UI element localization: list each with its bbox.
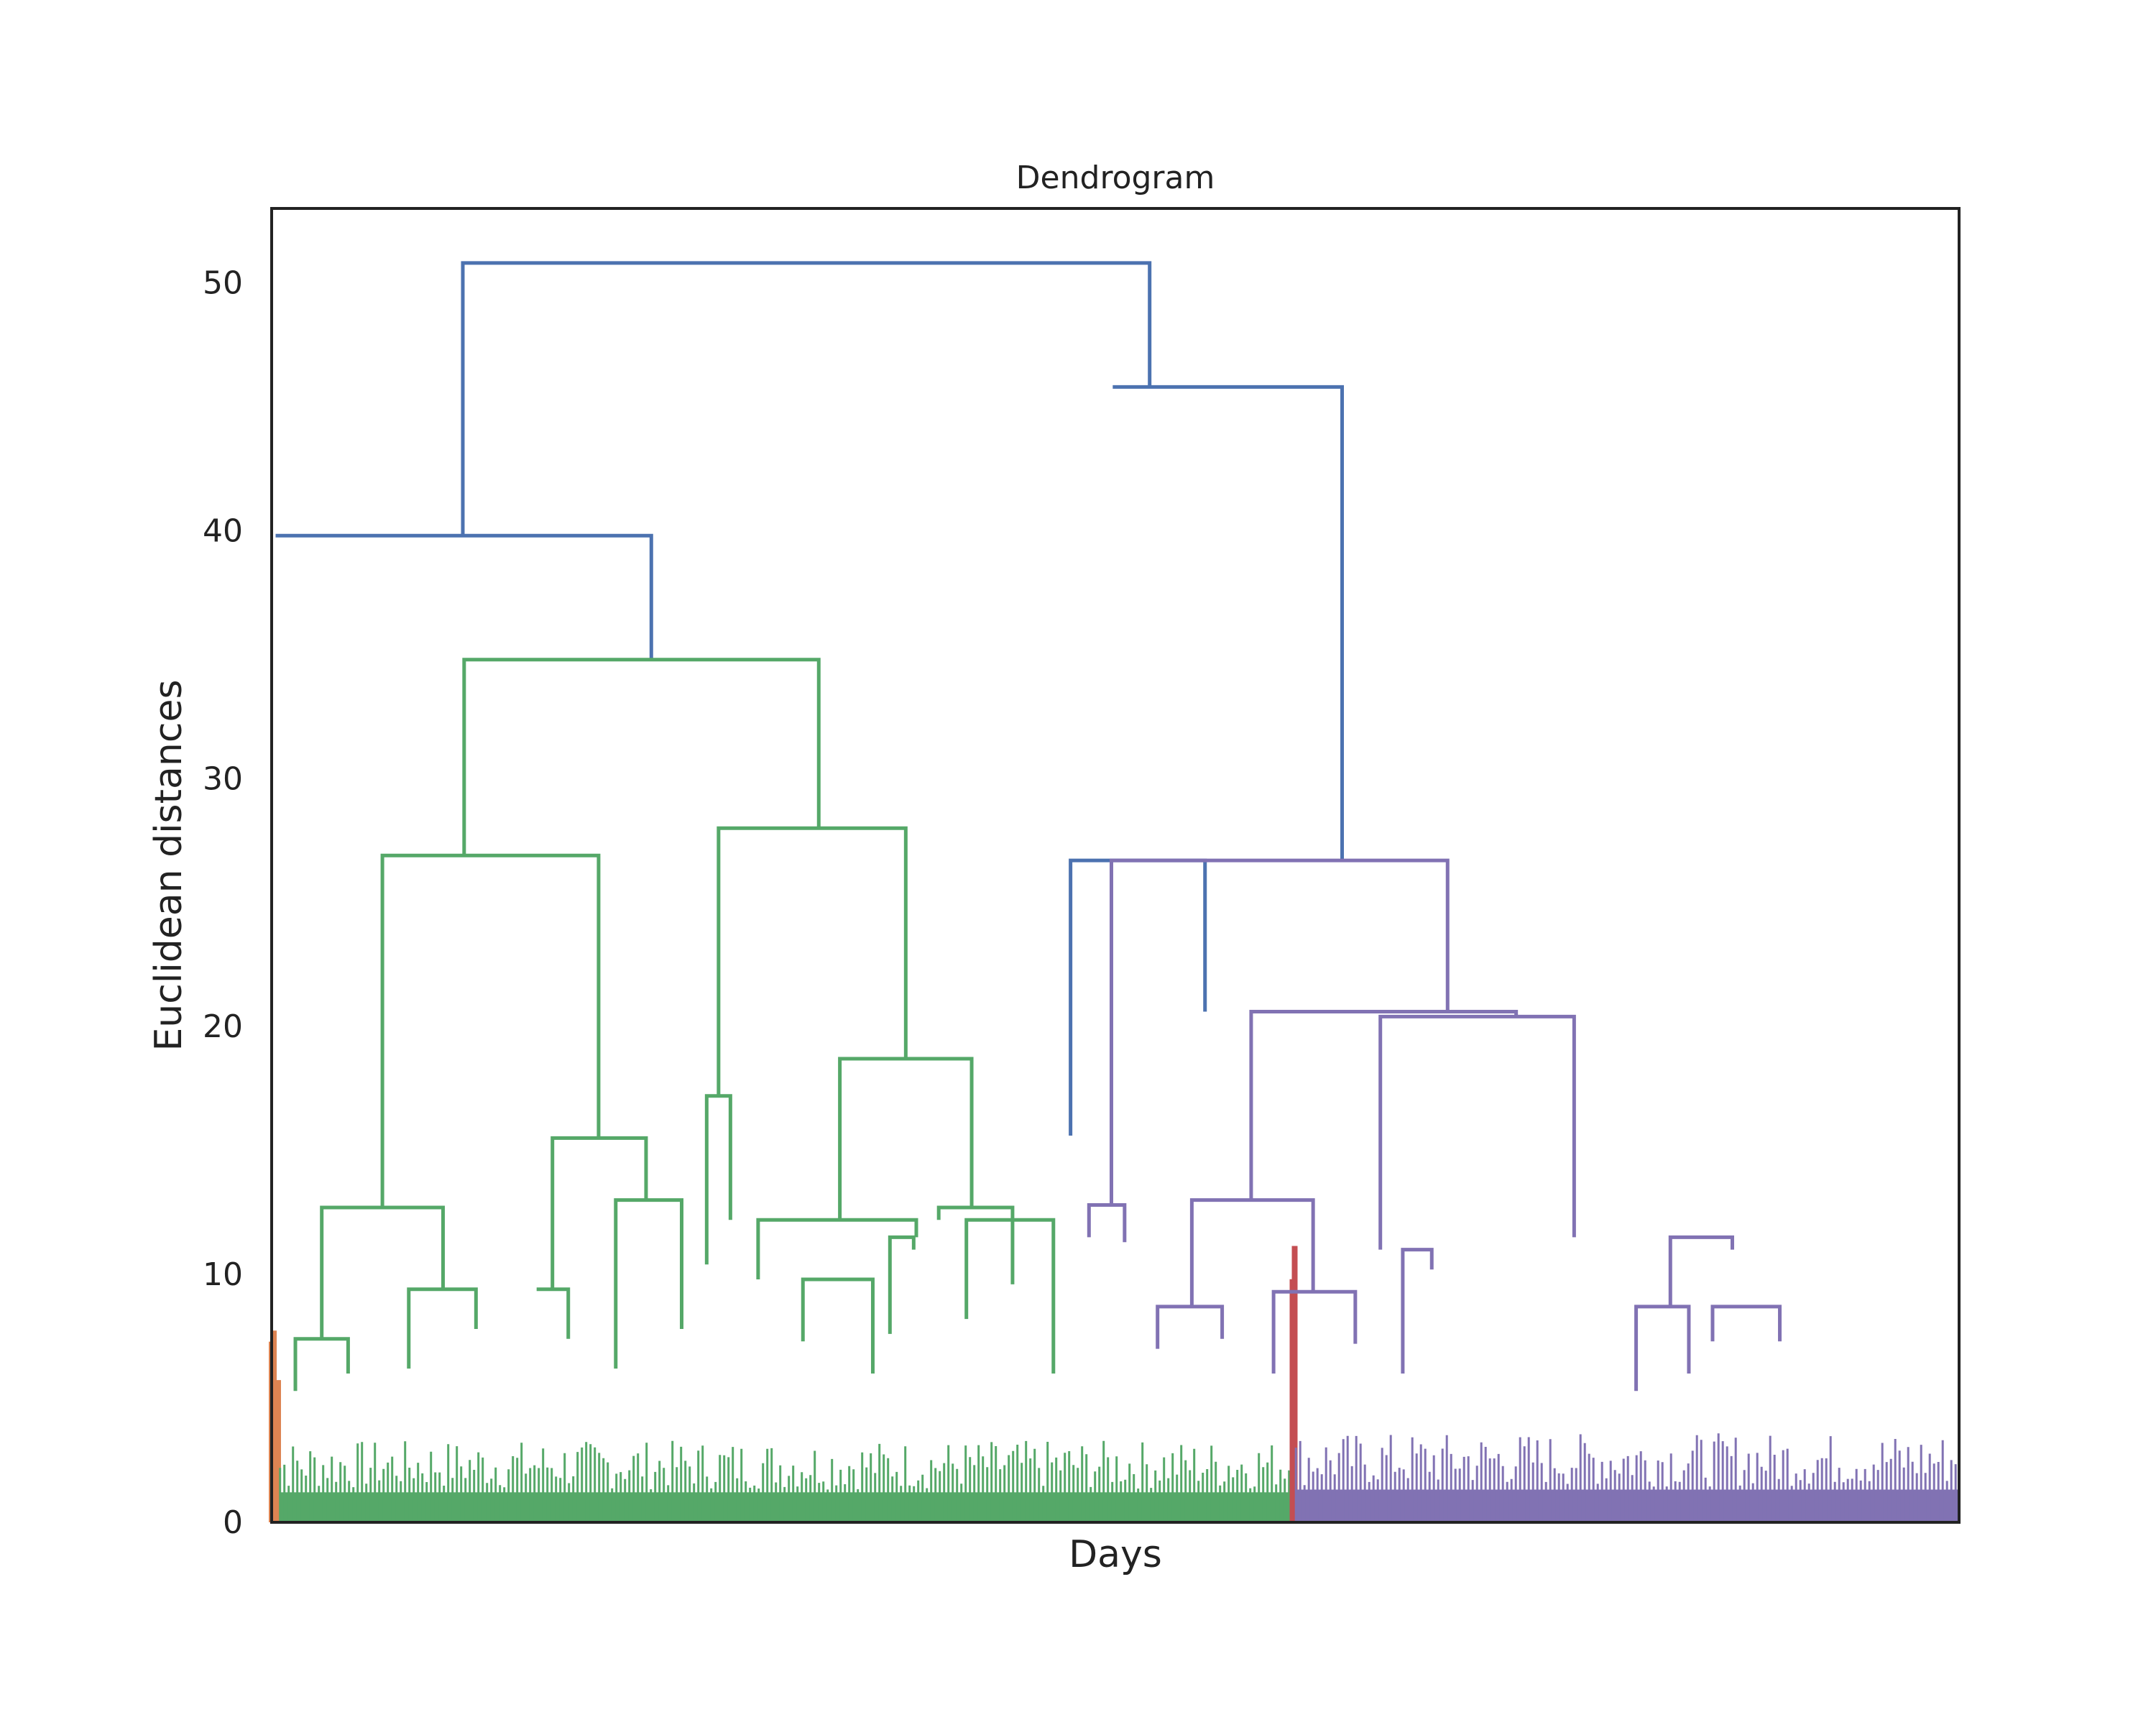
leaf-band [279,1440,1293,1522]
dendrogram-link [888,1235,916,1334]
dendrogram-link [614,1198,683,1369]
y-tick-label: 0 [223,1504,243,1541]
dendrogram-link [1401,1248,1434,1374]
dendrogram-link [293,1337,350,1392]
dendrogram-link [275,533,653,660]
leaf-band-stems [279,1440,1291,1522]
dendrogram-link [838,1057,974,1220]
dendrogram-link [801,1277,875,1374]
leaf-bands [269,1246,1959,1522]
y-tick-label: 50 [203,264,243,301]
chart-title: Dendrogram [1016,160,1215,196]
dendrogram-link [1378,1014,1576,1250]
leaf-band-stems [1289,1246,1298,1522]
y-tick-label: 10 [203,1256,243,1293]
dendrogram-link [1069,858,1207,1136]
y-tick-label: 30 [203,760,243,797]
dendrogram-link [936,1205,1015,1284]
leaf-band [1294,1433,1959,1522]
dendrogram-link [704,1094,732,1265]
dendrogram-link [407,1287,478,1369]
dendrogram-link [1271,1289,1358,1374]
dendrogram-link [756,1218,918,1279]
dendrogram-link [550,1136,648,1289]
dendrogram-link [1110,858,1450,1205]
x-axis-label: Days [1069,1533,1162,1576]
dendrogram-link [320,1205,445,1339]
dendrogram-link [1156,1305,1225,1349]
dendrogram-link [1087,1203,1127,1243]
y-tick-label: 40 [203,512,243,549]
dendrogram-link [964,1218,1056,1374]
dendrogram-link [1112,385,1345,861]
dendrogram-link [380,853,601,1208]
dendrogram-links [275,261,1782,1392]
leaf-band-stems [1294,1433,1957,1522]
plot-frame [270,207,1961,1524]
dendrogram-link [461,261,1152,536]
dendrogram-link [1189,1198,1315,1307]
y-axis-label: Euclidean distances [147,679,190,1051]
dendrogram-link [1668,1235,1734,1307]
dendrogram-link [717,826,908,1096]
dendrogram-link [462,658,821,856]
dendrogram-link [536,1287,571,1339]
y-tick-label: 20 [203,1008,243,1045]
dendrogram-link [1249,1009,1519,1200]
dendrogram-link [1634,1305,1691,1392]
dendrogram-link [1710,1305,1782,1342]
y-axis-ticks: 0 10 20 30 40 50 [203,264,243,1541]
